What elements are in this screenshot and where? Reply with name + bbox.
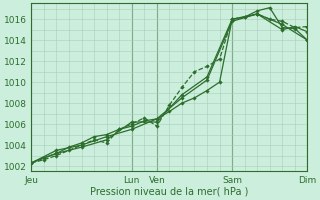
X-axis label: Pression niveau de la mer( hPa ): Pression niveau de la mer( hPa ): [90, 187, 249, 197]
